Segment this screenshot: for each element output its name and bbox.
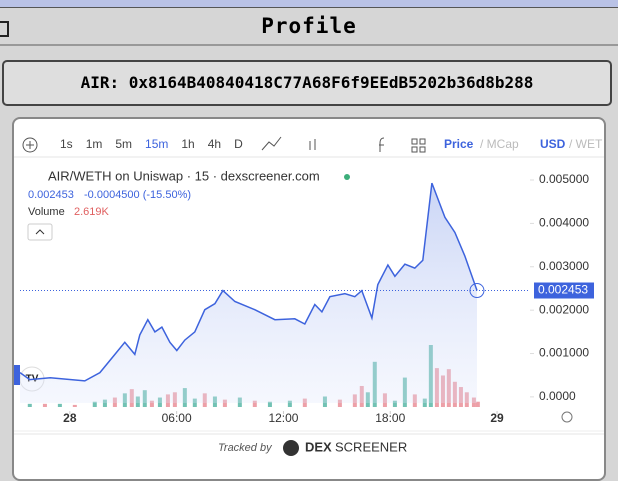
volume-bar — [252, 400, 257, 407]
brand-screener: SCREENER — [335, 439, 407, 454]
menu-strip — [0, 0, 618, 8]
interval-button[interactable]: 1h — [181, 137, 194, 151]
volume-bar — [92, 401, 97, 407]
volume-bar — [102, 399, 107, 407]
price-line — [19, 182, 478, 382]
weth-toggle[interactable]: / WET — [569, 137, 603, 151]
volume-bar — [149, 400, 154, 407]
volume-bar — [42, 403, 47, 407]
x-tick-label: 28 — [63, 411, 77, 425]
volume-value: 2.619K — [74, 206, 110, 218]
settings-icon[interactable] — [561, 411, 573, 423]
y-tick-label: 0.001000 — [539, 346, 589, 360]
x-tick-label: 18:00 — [375, 411, 405, 425]
volume-bar — [392, 400, 397, 407]
interval-button[interactable]: 1s — [60, 137, 73, 151]
price-tag — [534, 282, 594, 299]
volume-bar — [57, 403, 62, 407]
price-toggle[interactable]: Price — [444, 137, 474, 151]
chart-title: AIR/WETH on Uniswap · 15 · dexscreener.c… — [48, 168, 320, 183]
left-handle[interactable] — [14, 365, 20, 385]
chart: Price / MCap USD / WET AIR/WETH on Unisw… — [14, 136, 604, 456]
address: AIR: 0x8164B40840418C77A68F6f9EEdB5202b3… — [2, 60, 612, 106]
collapse-icon — [35, 229, 45, 235]
last-point — [469, 283, 485, 299]
interval-button[interactable]: 5m — [115, 137, 132, 151]
volume-bar — [222, 399, 227, 407]
brand-dex: DEX — [305, 439, 332, 454]
tool-icons[interactable] — [379, 137, 426, 153]
volume-bar — [27, 403, 32, 407]
chart-frame: Price / MCap USD / WET AIR/WETH on Unisw… — [12, 117, 606, 481]
close-box[interactable] — [0, 21, 9, 37]
interval-button[interactable]: 1m — [86, 137, 103, 151]
interval-button[interactable]: D — [234, 137, 243, 151]
live-dot — [344, 174, 350, 180]
x-tick-label: 29 — [490, 411, 504, 425]
y-tick-label: 0.005000 — [539, 172, 589, 186]
price-tag-label: 0.002453 — [538, 283, 588, 297]
usd-toggle[interactable]: USD — [540, 137, 566, 151]
price-change: -0.0004500 (-15.50%) — [84, 189, 191, 201]
tracked-by: Tracked by — [218, 442, 273, 454]
x-tick-label: 12:00 — [268, 411, 298, 425]
volume-bar — [267, 401, 272, 407]
add-icon — [26, 141, 34, 149]
chart-type-icons[interactable] — [261, 136, 316, 151]
add-button[interactable] — [22, 137, 38, 153]
mcap-toggle[interactable]: / MCap — [480, 137, 519, 151]
volume-bar — [72, 404, 77, 407]
y-tick-label: 0.003000 — [539, 259, 589, 273]
last-price: 0.002453 — [28, 189, 74, 201]
window-title: Profile — [261, 14, 357, 38]
volume-bar — [337, 399, 342, 407]
y-tick-label: 0.0000 — [539, 389, 576, 403]
title-bar: Profile — [0, 8, 618, 46]
y-tick-label: 0.002000 — [539, 302, 589, 316]
volume-legend: Volume — [28, 206, 65, 218]
price-area — [20, 183, 477, 403]
interval-button[interactable]: 4h — [208, 137, 221, 151]
y-tick-label: 0.004000 — [539, 216, 589, 230]
volume-bar — [475, 401, 480, 407]
volume-bar — [287, 400, 292, 407]
x-tick-label: 06:00 — [162, 411, 192, 425]
brand-logo — [283, 440, 299, 456]
interval-button[interactable]: 15m — [145, 137, 168, 151]
collapse-button[interactable] — [27, 223, 53, 241]
